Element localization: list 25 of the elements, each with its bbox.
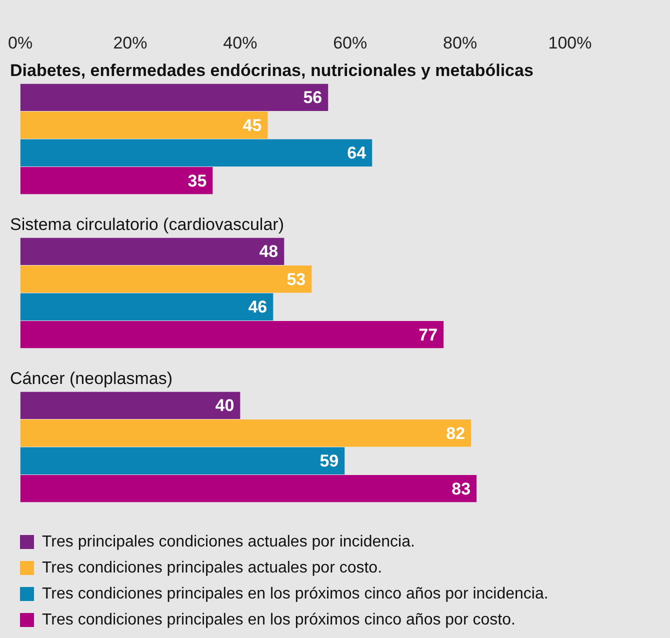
y-tick-label: Diabetes, enfermedades endócrinas, nutricionales y metabólicas <box>10 60 534 80</box>
data-label: 45 <box>242 116 262 135</box>
data-label: 40 <box>215 396 234 416</box>
data-label: 48 <box>259 242 278 262</box>
data-label: 59 <box>320 452 339 471</box>
y-tick-label: Sistema circulatorio (cardiovascular) <box>10 214 284 234</box>
x-tick-label: 40% <box>223 33 258 52</box>
y-tick-label: Cáncer (neoplasmas) <box>10 368 173 388</box>
data-label: 46 <box>248 298 268 317</box>
legend-label: Tres condiciones principales en los próximos cinco años por incidencia. <box>42 585 548 602</box>
legend-label: Tres principales condiciones actuales por incidencia. <box>42 533 415 550</box>
x-tick-label: 0% <box>8 33 33 52</box>
x-tick-label: 20% <box>113 33 148 52</box>
data-label: 77 <box>418 325 438 344</box>
data-label: 35 <box>188 171 207 190</box>
data-label: 56 <box>303 88 322 108</box>
legend-label: Tres condiciones principales actuales por costo. <box>42 559 382 576</box>
legend-label: Tres condiciones principales en los próximos cinco años por costo. <box>42 611 516 628</box>
data-label: 53 <box>286 270 306 289</box>
data-label: 83 <box>452 479 471 498</box>
x-tick-label: 80% <box>443 33 478 52</box>
data-label: 64 <box>347 144 367 163</box>
x-tick-label: 100% <box>548 33 592 52</box>
x-tick-label: 60% <box>333 33 368 52</box>
data-label: 82 <box>446 424 466 443</box>
